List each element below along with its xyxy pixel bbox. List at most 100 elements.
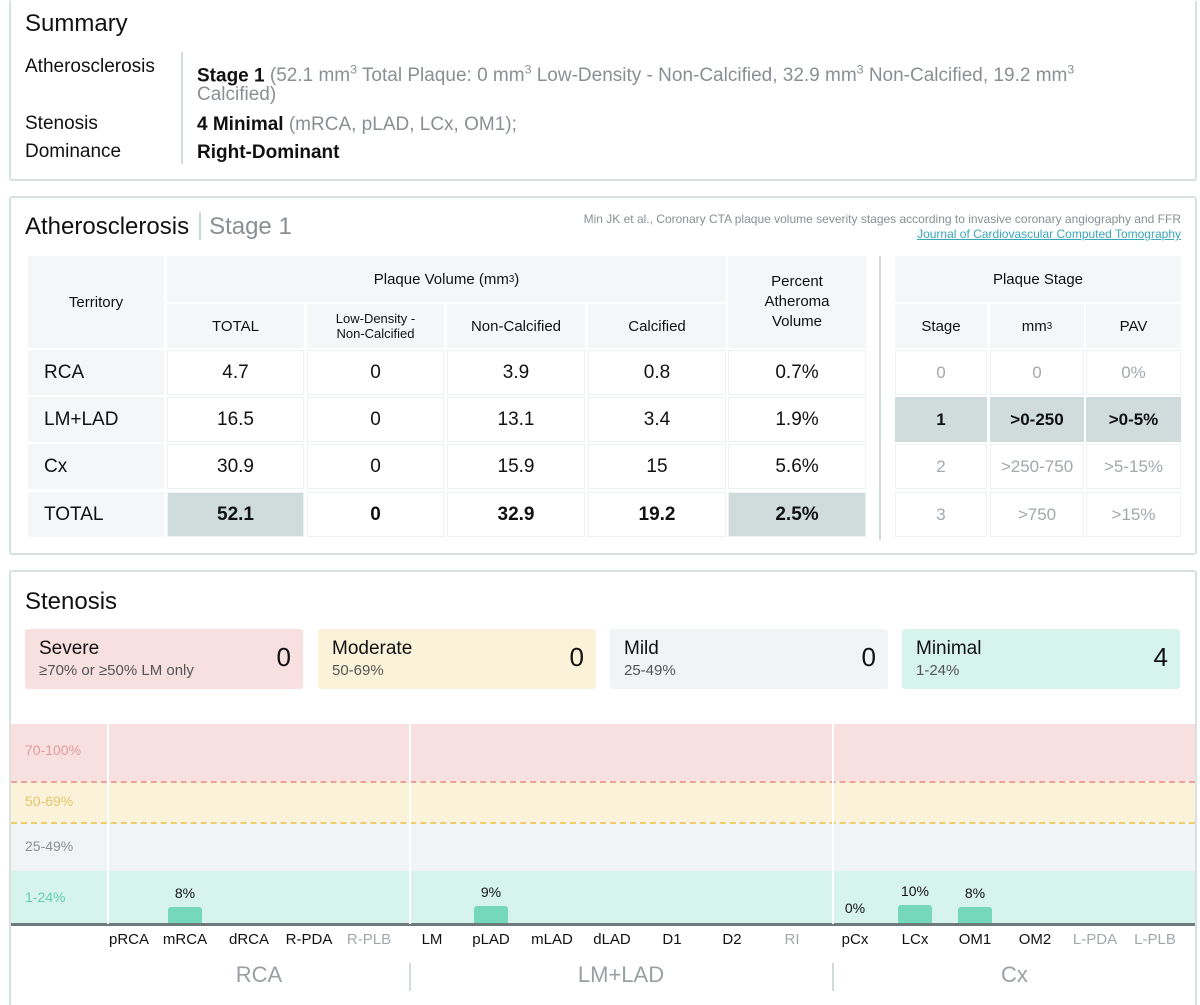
cell-cx-pav: 5.6% <box>728 444 866 489</box>
cell-total-low: 0 <box>307 492 444 537</box>
summary-divider <box>181 52 183 164</box>
header-calcified: Calcified <box>588 304 726 348</box>
row-label-lmlad: LM+LAD <box>28 397 164 442</box>
cell-rca-cal: 0.8 <box>588 350 726 395</box>
summary-title: Summary <box>25 10 128 37</box>
cell-cx-total: 30.9 <box>167 444 304 489</box>
stage-2-mm: >250-750 <box>990 444 1084 489</box>
segment-label-pcx: pCx <box>841 931 869 948</box>
bar-plad <box>474 906 508 923</box>
stage-0-stage: 0 <box>895 350 987 395</box>
stenosis-severe-box: Severe ≥70% or ≥50% LM only 0 <box>25 629 303 689</box>
divider-label-col <box>107 724 109 924</box>
band-label-25-49: 25-49% <box>25 838 74 854</box>
segment-label-d1: D1 <box>662 931 682 948</box>
journal-link[interactable]: Journal of Cardiovascular Computed Tomog… <box>917 227 1181 241</box>
atherosclerosis-header: Atherosclerosis Stage 1 <box>25 212 292 241</box>
cell-total-non: 32.9 <box>447 492 585 537</box>
segment-label-d2: D2 <box>722 931 742 948</box>
segment-label-r-plb: R-PLB <box>346 931 392 948</box>
atherosclerosis-stage: Stage 1 <box>209 213 292 240</box>
stenosis-minimal-box: Minimal 1-24% 4 <box>902 629 1180 689</box>
group-label-rca: RCA <box>235 962 283 987</box>
group-label-lmlad: LM+LAD <box>577 962 665 987</box>
cell-rca-pav: 0.7% <box>728 350 866 395</box>
atherosclerosis-stage-value: Stage 1 <box>197 65 265 87</box>
band-label-70-100: 70-100% <box>25 742 82 758</box>
bar-label-pcx: 0% <box>844 900 866 916</box>
stage-3-pav: >15% <box>1086 492 1181 537</box>
moderate-count: 0 <box>569 642 584 672</box>
cell-rca-total: 4.7 <box>167 350 304 395</box>
segment-label-mrca: mRCA <box>162 931 208 948</box>
bar-label-plad: 9% <box>480 884 502 901</box>
minimal-range: 1-24% <box>916 662 960 679</box>
stage-1-pav: >0-5% <box>1086 397 1181 442</box>
header-plaque-volume: Plaque Volume (mm 3) <box>167 256 726 302</box>
cell-lmlad-low: 0 <box>307 397 444 442</box>
band-50-69: 50-69% <box>11 781 1195 822</box>
cell-cx-low: 0 <box>307 444 444 489</box>
stenosis-summary-value: 4 Minimal <box>197 114 284 135</box>
title-separator <box>199 212 202 240</box>
severe-label: Severe <box>39 638 100 659</box>
stage-0-pav: 0% <box>1086 350 1181 395</box>
moderate-label: Moderate <box>332 638 413 659</box>
header-plaque-stage: Plaque Stage <box>895 256 1181 302</box>
reference-text: Min JK et al., Coronary CTA plaque volum… <box>583 212 1181 226</box>
stage-2-stage: 2 <box>895 444 987 489</box>
cell-total-pav: 2.5% <box>728 492 866 537</box>
row-label-rca: RCA <box>28 350 164 395</box>
stenosis-card: Stenosis Severe ≥70% or ≥50% LM only 0 M… <box>9 570 1197 1005</box>
stenosis-moderate-box: Moderate 50-69% 0 <box>318 629 596 689</box>
atherosclerosis-detail: (52.1 mm3 Total Plaque: 0 mm3 Low-Densit… <box>269 63 1075 87</box>
header-low-density: Low-Density - Non-Calcified <box>307 304 444 348</box>
severe-count: 0 <box>276 642 291 672</box>
reference-citation: Min JK et al., Coronary CTA plaque volum… <box>584 212 1181 242</box>
stage-2-pav: >5-15% <box>1086 444 1181 489</box>
stenosis-mild-box: Mild 25-49% 0 <box>610 629 888 689</box>
segment-label-prca: pRCA <box>108 931 149 948</box>
bar-mrca <box>168 907 202 923</box>
cell-rca-non: 3.9 <box>447 350 585 395</box>
row-label-total: TOTAL <box>28 492 164 537</box>
table-separator <box>879 256 881 540</box>
band-25-49: 25-49% <box>11 822 1195 871</box>
summary-label-stenosis: Stenosis <box>25 113 98 134</box>
bar-om1 <box>958 907 992 923</box>
cell-lmlad-cal: 3.4 <box>588 397 726 442</box>
cell-rca-low: 0 <box>307 350 444 395</box>
segment-label-lm: LM <box>421 931 443 948</box>
segment-label-plad: pLAD <box>472 931 510 948</box>
row-label-cx: Cx <box>28 444 164 489</box>
bar-label-lcx: 10% <box>900 883 930 899</box>
group-separator-1 <box>409 963 411 991</box>
stage-1-stage: 1 <box>895 397 987 442</box>
summary-label-dominance: Dominance <box>25 141 122 162</box>
atherosclerosis-detail-line2: Calcified) <box>197 84 277 105</box>
band-1-24: 1-24% <box>11 871 1195 924</box>
baseline <box>11 923 1195 926</box>
mild-count: 0 <box>861 642 876 672</box>
summary-value-dominance: Right-Dominant <box>197 142 340 163</box>
segment-label-om2: OM2 <box>1018 931 1052 948</box>
header-territory: Territory <box>28 256 164 348</box>
segment-label-l-plb: L-PLB <box>1134 931 1176 948</box>
band-label-50-69: 50-69% <box>25 793 74 809</box>
header-percent-atheroma-volume: Percent Atheroma Volume <box>728 256 866 348</box>
mild-range: 25-49% <box>624 662 676 679</box>
summary-card: Summary Atherosclerosis Stenosis Dominan… <box>9 0 1197 181</box>
band-label-1-24: 1-24% <box>25 889 66 905</box>
divider-rca-lad <box>409 724 411 924</box>
group-label-cx: Cx <box>1001 962 1028 987</box>
summary-value-stenosis: 4 Minimal (mRCA, pLAD, LCx, OM1); <box>197 113 517 137</box>
segment-label-dlad: dLAD <box>593 931 631 948</box>
cell-cx-cal: 15 <box>588 444 726 489</box>
band-70-100: 70-100% <box>11 724 1195 781</box>
cell-lmlad-non: 13.1 <box>447 397 585 442</box>
stenosis-title: Stenosis <box>25 588 118 615</box>
stage-1-mm: >0-250 <box>990 397 1084 442</box>
segment-label-drca: dRCA <box>228 931 269 948</box>
stage-3-mm: >750 <box>990 492 1084 537</box>
cell-total-cal: 19.2 <box>588 492 726 537</box>
